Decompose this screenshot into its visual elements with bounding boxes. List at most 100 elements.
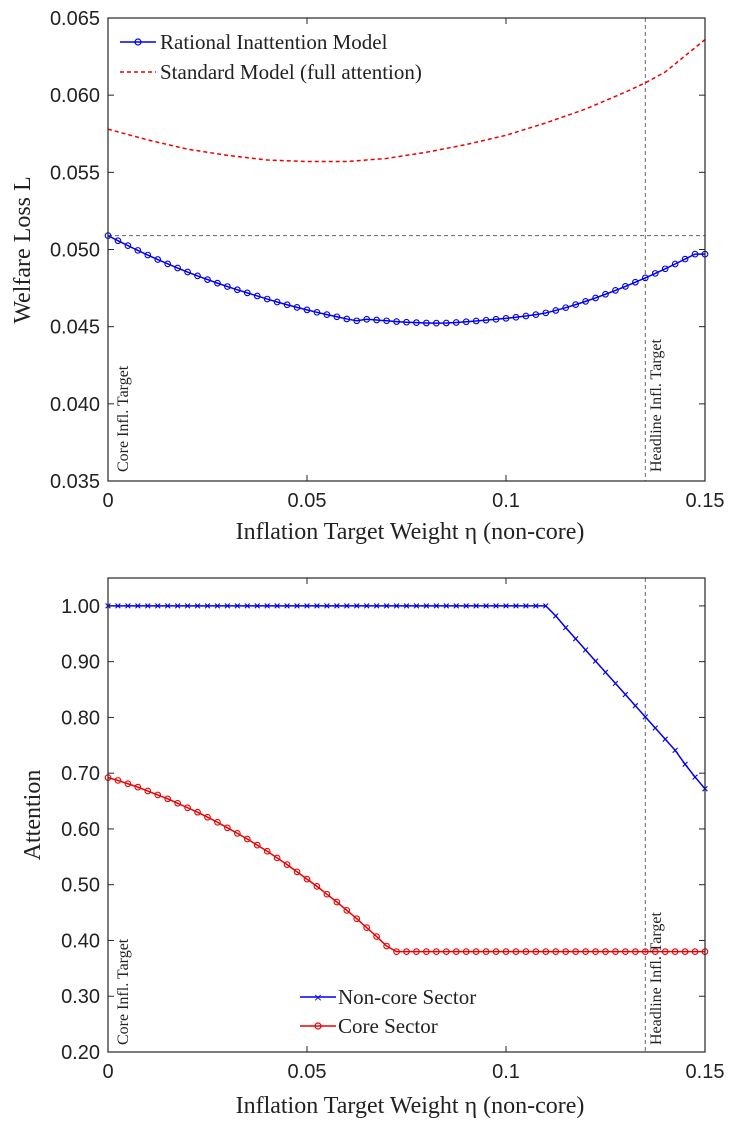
welfare-y-tick-label: 0.035 — [50, 471, 100, 493]
attention-series-0-point — [194, 603, 201, 609]
headline-target-label-top: Headline Infl. Target — [648, 339, 665, 472]
attention-series-1-point — [442, 948, 450, 955]
attention-series-1-point — [224, 824, 231, 832]
attention-series-1-point — [502, 948, 510, 955]
attention-series-1-point — [243, 835, 251, 843]
attention-y-tick-label: 0.20 — [61, 1042, 100, 1064]
attention-series-0-point — [523, 603, 529, 609]
attention-series-0-point — [264, 603, 270, 609]
attention-series-0-point — [443, 603, 450, 609]
attention-series-1-point — [532, 948, 540, 955]
attention-y-tick-label: 0.90 — [61, 652, 100, 674]
welfare-loss-x-label: Inflation Target Weight η (non-core) — [236, 519, 585, 545]
attention-series-0-point — [274, 603, 280, 609]
welfare-series-0-point — [532, 311, 540, 318]
attention-series-1-point — [383, 942, 390, 950]
welfare-series-1-line — [107, 39, 706, 163]
attention-series-0-point — [234, 603, 241, 609]
welfare-series-0-point — [144, 251, 152, 259]
welfare-y-tick-label: 0.065 — [50, 8, 100, 30]
welfare-series-0-point — [134, 247, 142, 254]
welfare-series-0-point — [542, 309, 550, 317]
attention-series-0-point — [692, 774, 698, 780]
attention-x-tick-label: 0 — [102, 1061, 113, 1083]
welfare-series-0-point — [552, 307, 560, 314]
attention-series-1-point — [204, 813, 211, 821]
attention-y-ticks: 0.20 0.30 0.40 0.50 0.60 0.70 0.80 0.90 1.00 — [61, 596, 705, 1064]
attention-x-ticks: 0 0.05 0.1 0.15 — [102, 578, 724, 1083]
attention-series-0-point — [304, 603, 310, 609]
attention-series-1-point — [472, 948, 480, 955]
welfare-series-0-point — [661, 265, 669, 273]
attention-series-1-point — [413, 948, 420, 955]
attention-series-1-point — [353, 915, 361, 923]
welfare-series-0-point — [184, 268, 191, 276]
welfare-series-0-point — [423, 319, 430, 327]
welfare-series-0-point — [174, 264, 181, 272]
welfare-series-0-point — [612, 287, 619, 294]
attention-series-1-point — [423, 948, 430, 955]
attention-series-0-line — [108, 605, 706, 790]
welfare-series-0-point — [472, 317, 480, 325]
attention-series-0-point — [344, 603, 350, 609]
svg-text:×: × — [313, 991, 322, 1004]
attention-series-0-point — [582, 647, 589, 653]
attention-y-tick-label: 1.00 — [61, 596, 100, 618]
attention-y-tick-label: 0.30 — [61, 986, 100, 1008]
attention-series-1-point — [194, 808, 201, 816]
welfare-series-0-point — [622, 283, 629, 290]
attention-series-1-point — [602, 948, 609, 955]
welfare-loss-axes-box — [107, 17, 706, 482]
attention-series-0-point — [632, 702, 639, 709]
attention-series-0-point — [174, 603, 181, 609]
attention-series-1-point — [612, 948, 619, 955]
attention-series-1-point — [313, 883, 321, 890]
attention-series-1-point — [373, 933, 381, 940]
welfare-loss-x-ticks: 0 0.05 0.1 0.15 — [102, 18, 724, 512]
attention-series-1-point — [661, 948, 669, 955]
attention-series-0-point — [453, 603, 460, 609]
attention-series-0-point — [662, 736, 668, 742]
welfare-series-0-point — [442, 319, 450, 327]
attention-series-0-point — [324, 603, 330, 609]
welfare-series-0-point — [363, 315, 371, 323]
welfare-series-0-point — [631, 278, 639, 286]
attention-x-tick-label: 0.05 — [288, 1061, 327, 1083]
welfare-series-0-point — [393, 318, 400, 325]
attention-series-0-point — [652, 725, 659, 731]
welfare-y-tick-label: 0.060 — [50, 85, 100, 107]
welfare-series-0-point — [383, 317, 390, 325]
welfare-x-tick-label: 0 — [102, 490, 113, 512]
attention-series-1-point — [522, 948, 530, 955]
attention-series-1-point — [641, 948, 649, 955]
welfare-series-0-point — [512, 313, 520, 321]
attention-series-1-point — [651, 948, 659, 955]
attention-series-1-point — [303, 875, 311, 883]
welfare-y-tick-label: 0.045 — [50, 317, 100, 339]
welfare-series-0-point — [343, 315, 351, 323]
attention-series-0-point — [214, 603, 221, 609]
attention-series-0-point — [562, 624, 569, 631]
attention-series-0-point — [423, 603, 430, 609]
attention-series-0-point — [244, 603, 251, 609]
attention-series-1-point — [512, 948, 520, 955]
welfare-loss-plot-area — [104, 18, 709, 481]
attention-series-0-point — [383, 603, 390, 609]
attention-series-0-point — [493, 603, 499, 609]
legend-core-sector: Core Sector — [338, 1014, 438, 1038]
welfare-x-tick-label: 0.05 — [288, 490, 327, 512]
welfare-x-tick-label: 0.15 — [686, 490, 725, 512]
attention-series-1-point — [253, 841, 261, 849]
welfare-y-tick-label: 0.055 — [50, 162, 100, 184]
attention-x-tick-label: 0.1 — [492, 1061, 520, 1083]
welfare-series-0-point — [482, 316, 490, 324]
attention-series-0-point — [513, 603, 519, 609]
attention-series-0-point — [254, 603, 261, 609]
welfare-loss-y-ticks: 0.035 0.040 0.045 0.050 0.055 0.060 0.065 — [50, 8, 705, 493]
attention-series-1-point — [671, 948, 679, 955]
attention-y-tick-label: 0.70 — [61, 763, 100, 785]
legend-non-core-sector: Non-core Sector — [338, 985, 476, 1009]
attention-series-1-point — [134, 783, 142, 791]
attention-series-1-point — [124, 780, 132, 788]
